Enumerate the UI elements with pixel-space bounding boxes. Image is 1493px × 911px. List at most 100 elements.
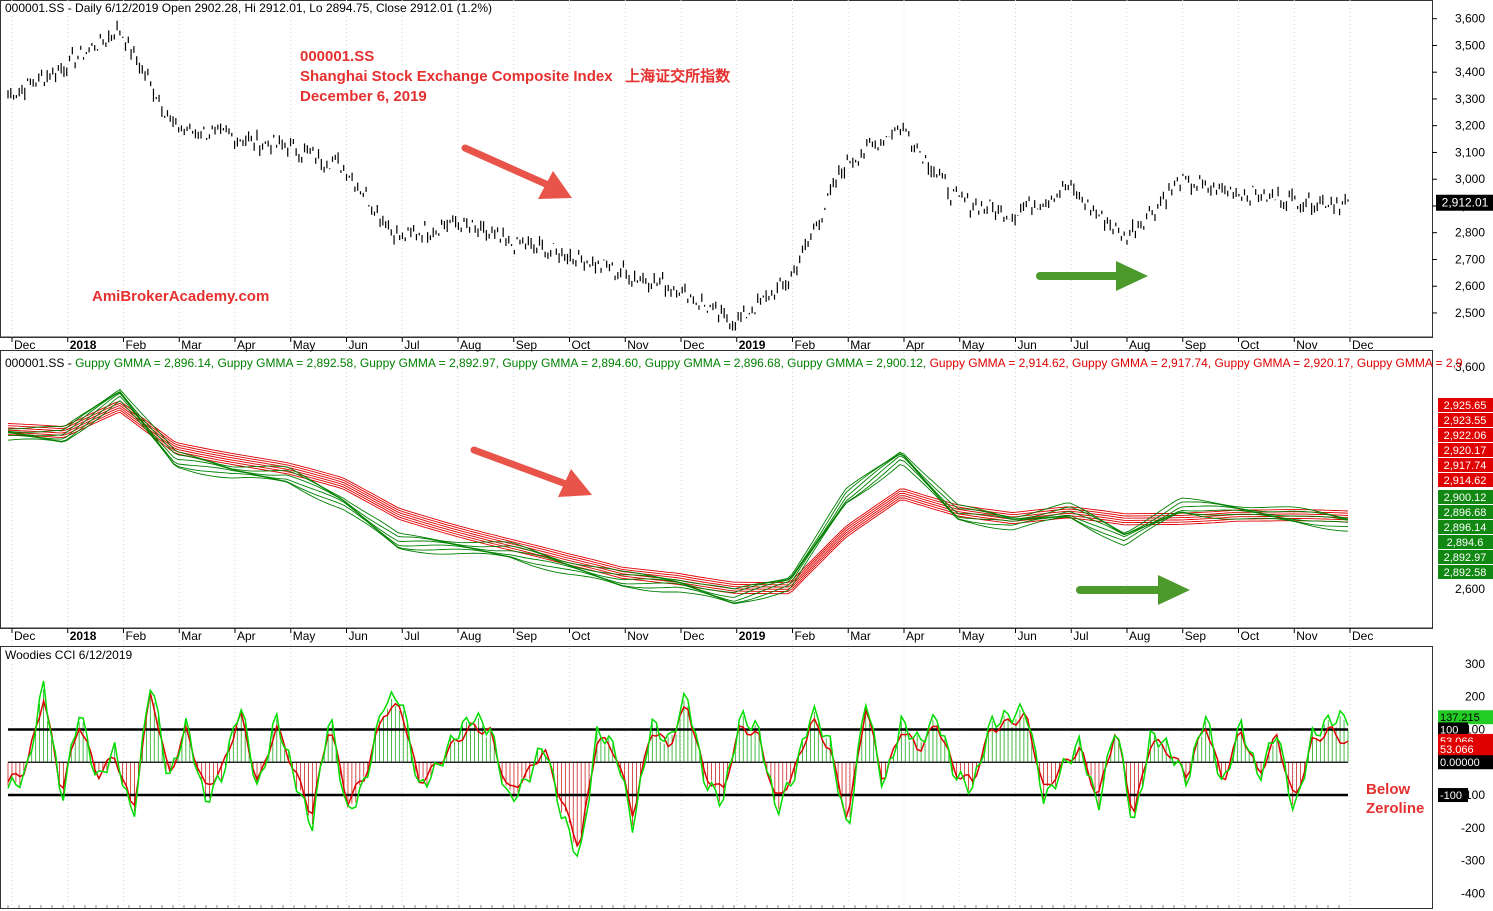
last-price-label: 2,912.01 — [1442, 196, 1489, 210]
gmma-long-line — [7, 411, 1349, 595]
red-down-arrow-price — [461, 144, 572, 199]
x-tick-label: May — [293, 338, 316, 352]
gmma-header-value: Guppy GMMA = 2,896.14, — [75, 356, 217, 370]
x-tick-label: Oct — [572, 629, 591, 643]
gmma-short-label: 2,892.58 — [1444, 567, 1487, 579]
gmma-short-line — [7, 391, 1349, 598]
gmma-short-label: 2,894.6 — [1447, 537, 1484, 549]
gmma-short-line — [8, 395, 1348, 604]
cci-value-label: 0.00000 — [1440, 757, 1480, 769]
x-tick-label: Jun — [349, 629, 368, 643]
gmma-short-label-bg — [1438, 520, 1493, 534]
gmma-y-tick-label: 2,600 — [1455, 582, 1485, 596]
x-tick-label: Aug — [460, 338, 481, 352]
x-tick-label: Aug — [1129, 629, 1150, 643]
gmma-short-label-bg — [1438, 565, 1493, 579]
gmma-long-label: 2,917.74 — [1444, 460, 1487, 472]
x-tick-label: Nov — [627, 338, 648, 352]
cci-value-label-bg — [1438, 742, 1493, 757]
annotation-ticker: 000001.SS — [300, 48, 374, 65]
x-tick-label: Jun — [1018, 338, 1037, 352]
cci-panel — [7, 680, 1349, 858]
price-y-tick-label: 3,200 — [1455, 119, 1485, 133]
gmma-long-label: 2,923.55 — [1444, 415, 1487, 427]
x-tick-label: Jul — [404, 338, 419, 352]
x-tick-label: Oct — [1241, 338, 1260, 352]
gmma-header-value: Guppy GMMA = 2,892.97, — [360, 356, 502, 370]
frame-price — [0, 0, 1433, 338]
cci-y-tick-label: -200 — [1461, 821, 1485, 835]
last-price-label-bg — [1436, 194, 1493, 211]
x-tick-label: 2019 — [739, 629, 766, 643]
x-tick-label: Nov — [627, 629, 648, 643]
x-tick-label: Feb — [795, 338, 816, 352]
price-y-tick-label: 3,600 — [1455, 12, 1485, 26]
x-tick-label: Sep — [516, 629, 538, 643]
gmma-long-label-bg — [1438, 458, 1493, 472]
x-tick-label: Jun — [349, 338, 368, 352]
price-y-tick-label: 2,500 — [1455, 306, 1485, 320]
x-tick-label: Sep — [516, 338, 538, 352]
x-tick-label: Aug — [1129, 338, 1150, 352]
annotation-date: December 6, 2019 — [300, 88, 427, 105]
x-tick-label: Sep — [1185, 629, 1207, 643]
gmma-header-value: Guppy GMMA = 2,914.62, — [930, 356, 1072, 370]
panel-frames — [0, 0, 1433, 909]
price-y-tick-label: 3,500 — [1455, 38, 1485, 52]
price-y-tick-label: 3,300 — [1455, 92, 1485, 106]
cci-value-label-bg — [1438, 722, 1468, 737]
x-tick-label: May — [293, 629, 316, 643]
x-tick-label: Apr — [906, 338, 925, 352]
gmma-short-label-bg — [1438, 505, 1493, 519]
x-tick-label: Dec — [683, 338, 704, 352]
cci-y-tick-label: 300 — [1465, 657, 1485, 671]
price-y-tick-label: 2,600 — [1455, 279, 1485, 293]
gmma-panel — [7, 388, 1349, 605]
price-y-tick-label: 3,100 — [1455, 145, 1485, 159]
x-tick-label: Jun — [1018, 629, 1037, 643]
x-tick-label: Jul — [1073, 629, 1088, 643]
gmma-y-tick-label: 3,600 — [1455, 360, 1485, 374]
gmma-long-line — [7, 400, 1349, 584]
x-tick-label: Dec — [1352, 629, 1373, 643]
x-tick-label: Apr — [906, 629, 925, 643]
gmma-short-label: 2,896.68 — [1444, 507, 1487, 519]
gmma-short-label-bg — [1438, 535, 1493, 549]
cci-value-label: 100 — [1440, 724, 1458, 736]
cci-value-label-bg — [1438, 755, 1493, 770]
cci-value-label-bg — [1438, 788, 1468, 803]
gmma-long-line — [7, 407, 1349, 590]
gmma-header-value: Guppy GMMA = 2,896.68, — [645, 356, 787, 370]
x-tick-label: Aug — [460, 629, 481, 643]
annotation-below: Below — [1366, 781, 1411, 798]
x-tick-label: Mar — [850, 629, 871, 643]
gmma-header-value: Guppy GMMA = 2,900.12, — [787, 356, 929, 370]
cci-y-tick-label: 200 — [1465, 690, 1485, 704]
cci-y-tick-label: 100 — [1465, 722, 1485, 736]
x-tick-label: Jul — [404, 629, 419, 643]
price-y-tick-label: 2,700 — [1455, 252, 1485, 266]
gmma-long-label-bg — [1438, 473, 1493, 487]
x-tick-label: Dec — [14, 338, 35, 352]
gmma-short-label: 2,900.12 — [1444, 492, 1487, 504]
cci-panel-header: Woodies CCI 6/12/2019 — [5, 648, 133, 662]
cci-value-label-bg — [1438, 710, 1493, 725]
gmma-long-label-bg — [1438, 398, 1493, 412]
cci-y-tick-label: -300 — [1461, 854, 1485, 868]
price-y-tick-label: 2,800 — [1455, 226, 1485, 240]
price-panel-header: 000001.SS - Daily 6/12/2019 Open 2902.28… — [5, 1, 492, 15]
x-tick-label: Nov — [1296, 338, 1317, 352]
x-tick-label: Feb — [126, 629, 147, 643]
price-y-tick-label: 3,000 — [1455, 172, 1485, 186]
x-tick-label: Dec — [683, 629, 704, 643]
green-right-arrow-price — [1036, 261, 1148, 291]
gmma-long-line — [7, 404, 1349, 588]
gmma-long-label: 2,922.06 — [1444, 430, 1487, 442]
price-panel — [7, 20, 1349, 331]
x-tick-label: Mar — [181, 629, 202, 643]
gmma-header-value: Guppy GMMA = 2,894.60, — [502, 356, 644, 370]
x-tick-label: Dec — [14, 629, 35, 643]
gmma-short-line — [7, 392, 1349, 602]
annotation-index-name: Shanghai Stock Exchange Composite Index … — [300, 67, 731, 85]
x-tick-label: May — [962, 629, 985, 643]
